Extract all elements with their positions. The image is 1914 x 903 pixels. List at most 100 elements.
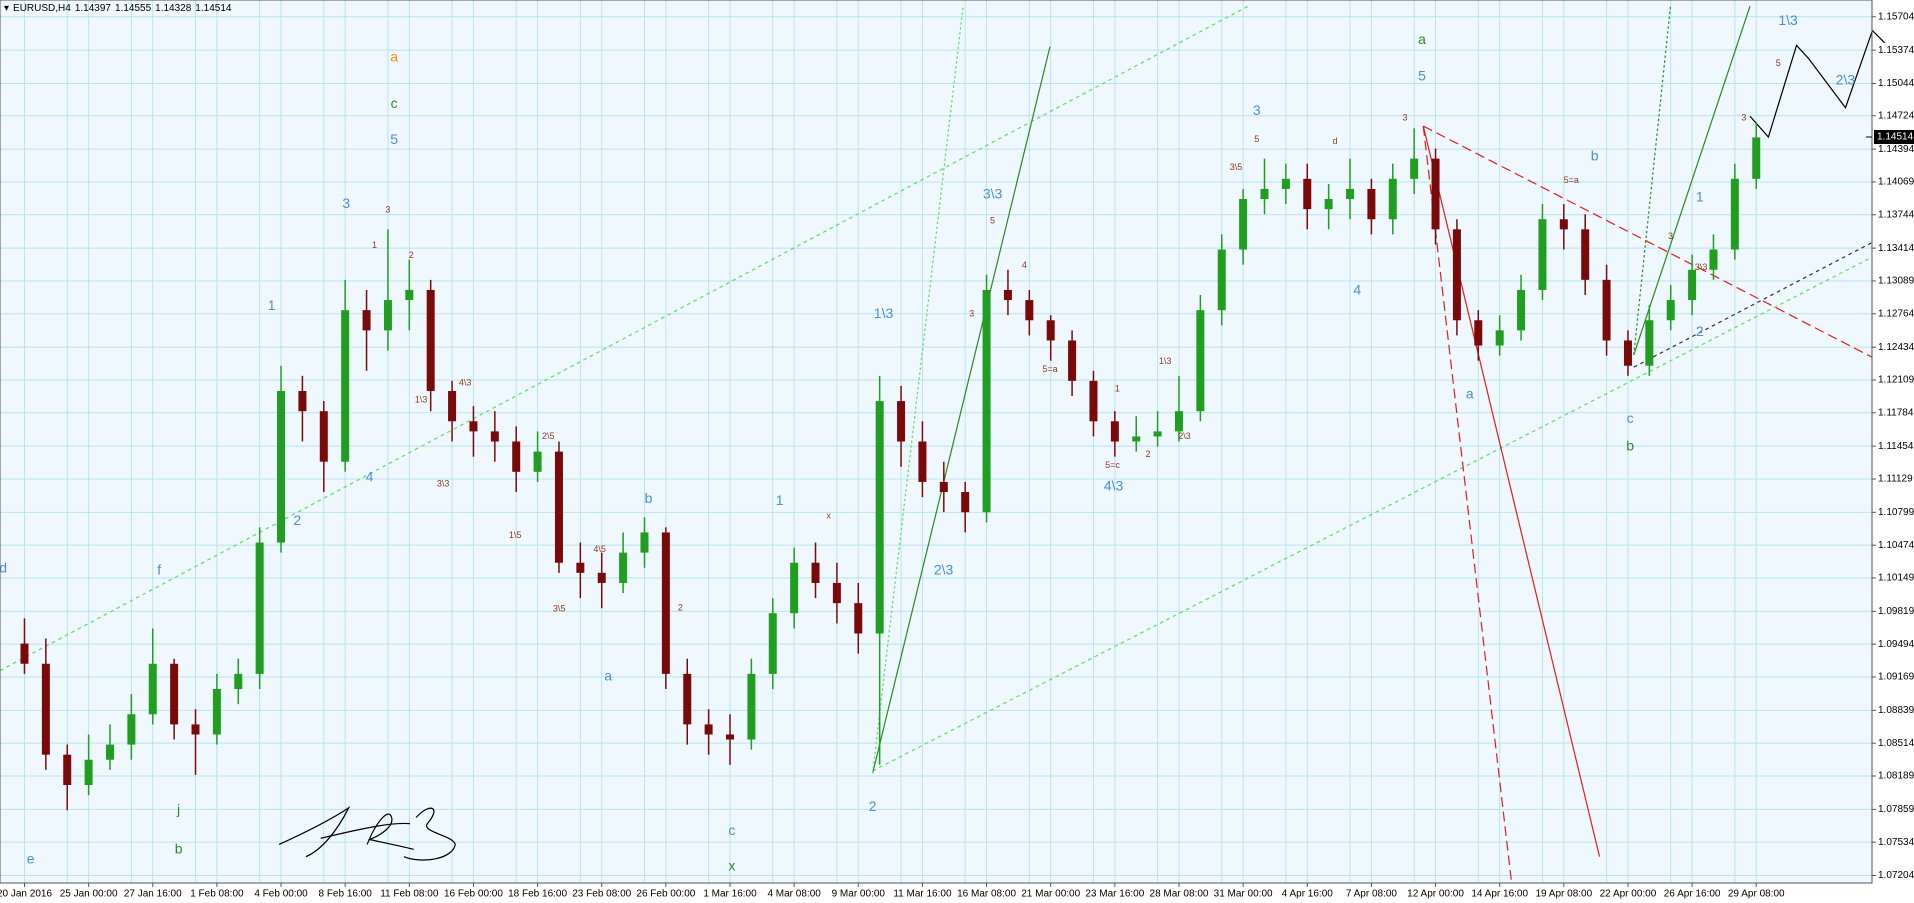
plot-background [0,0,1872,883]
candle-body [1688,269,1697,301]
header-low: 1.14328 [155,3,192,14]
symbol: EURUSD,H4 [13,3,71,14]
candle-body [982,289,991,513]
header-close: 1.14514 [195,3,232,14]
candle-body [533,451,542,472]
wave-label: 1\3 [1778,12,1798,28]
candle-body [1174,411,1183,432]
wave-label: 2 [1145,449,1150,459]
wave-label: 2 [293,512,301,528]
x-tick-label: 12 Apr 00:00 [1407,889,1464,900]
header-open: 1.14397 [74,3,111,14]
x-tick-label: 29 Apr 08:00 [1728,889,1785,900]
candle-body [1153,431,1162,437]
wave-labels: ac53124fdejbba1cx21\32\33\34\334a5abcb12… [0,12,1855,874]
x-tick-label: 21 Mar 00:00 [1021,889,1080,900]
y-tick-label: 1.10474 [1878,540,1914,551]
candle-body [1581,229,1590,280]
candle-body [277,390,286,543]
candle-body [1132,436,1141,442]
x-tick-label: 20 Jan 2016 [0,889,52,900]
candle-body [768,613,777,674]
wave-label: f [157,562,161,578]
wave-label: 1 [268,297,276,313]
wave-label: c [728,822,735,838]
wave-label: c [391,95,398,111]
wave-label: 4\3 [459,377,472,387]
candle-body [875,401,884,634]
wave-label: b [175,840,183,856]
wave-label: 5 [390,131,398,147]
header-high: 1.14555 [114,3,152,14]
wave-label: 2 [1696,323,1704,339]
wave-label: 3 [969,309,974,319]
x-tick-label: 22 Apr 00:00 [1600,889,1657,900]
y-tick-label: 1.13414 [1878,243,1914,254]
y-tick-label: 1.14724 [1878,110,1914,121]
plot-frame [0,0,1873,884]
candle-body [341,310,350,462]
candle-body [1431,158,1440,230]
candle-body [234,673,243,690]
wave-label: 3 [1253,102,1261,118]
menu-arrow[interactable]: ▾ [4,3,10,14]
candle-body [1474,320,1483,346]
candle-body [1281,178,1290,189]
x-tick-label: 23 Feb 08:00 [572,889,631,900]
candle-body [255,542,264,674]
y-tick-label: 1.11129 [1878,474,1913,485]
x-tick-label: 4 Apr 16:00 [1282,889,1334,900]
wave-label: 5=c [1105,460,1120,470]
candle-body [554,451,563,563]
x-tick-label: 1 Mar 16:00 [703,889,757,900]
y-tick-label: 1.12109 [1878,375,1914,386]
wave-label: 3 [1668,231,1673,241]
wave-label: 4 [366,469,374,485]
candle-body [811,562,820,583]
trend-line [1633,241,1873,368]
trend-line [1422,125,1513,882]
y-tick-label: 1.14069 [1878,177,1914,188]
grid [0,0,1872,883]
chart-header: ▾ EURUSD,H4 1.14397 1.14555 1.14328 1.14514 [4,3,235,14]
trend-line [871,6,964,774]
candle-body [576,562,585,573]
wave-label: 3\3 [983,186,1003,202]
candle-body [1495,330,1504,346]
trend-line [1633,5,1751,356]
y-tick-label: 1.07859 [1878,804,1914,815]
candle-body [897,401,906,442]
wave-label: x [826,511,831,521]
x-tick-label: 7 Apr 08:00 [1346,889,1398,900]
x-tick-label: 4 Feb 00:00 [254,889,308,900]
candle-body [832,582,841,604]
wave-label: 5=a [1042,364,1057,374]
wave-label: a [1418,31,1426,47]
last-price-label: 1.14514 [1877,132,1914,143]
wave-label: 1\3 [874,305,894,321]
candle-body [854,603,863,634]
candle-body [1025,300,1034,321]
candle-body [512,441,521,472]
candle-body [1538,219,1547,290]
candle-body [1303,178,1312,210]
candle-body [319,411,328,462]
candle-body [1517,289,1526,331]
candle-body [726,734,735,740]
wave-label: 1 [1696,189,1704,205]
candle-body [1666,300,1675,321]
wave-label: e [27,850,35,866]
x-tick-label: 23 Mar 16:00 [1085,889,1144,900]
candle-body [105,744,114,760]
wave-label: 4\5 [593,544,606,554]
candle-body [1346,188,1355,200]
candle-body [790,562,799,614]
candle-body [127,714,136,745]
x-tick-label: 18 Feb 16:00 [508,889,567,900]
candle-body [597,572,606,583]
candle-body [961,492,970,513]
wave-label: 1\3 [415,394,428,404]
candle-body [448,390,457,422]
